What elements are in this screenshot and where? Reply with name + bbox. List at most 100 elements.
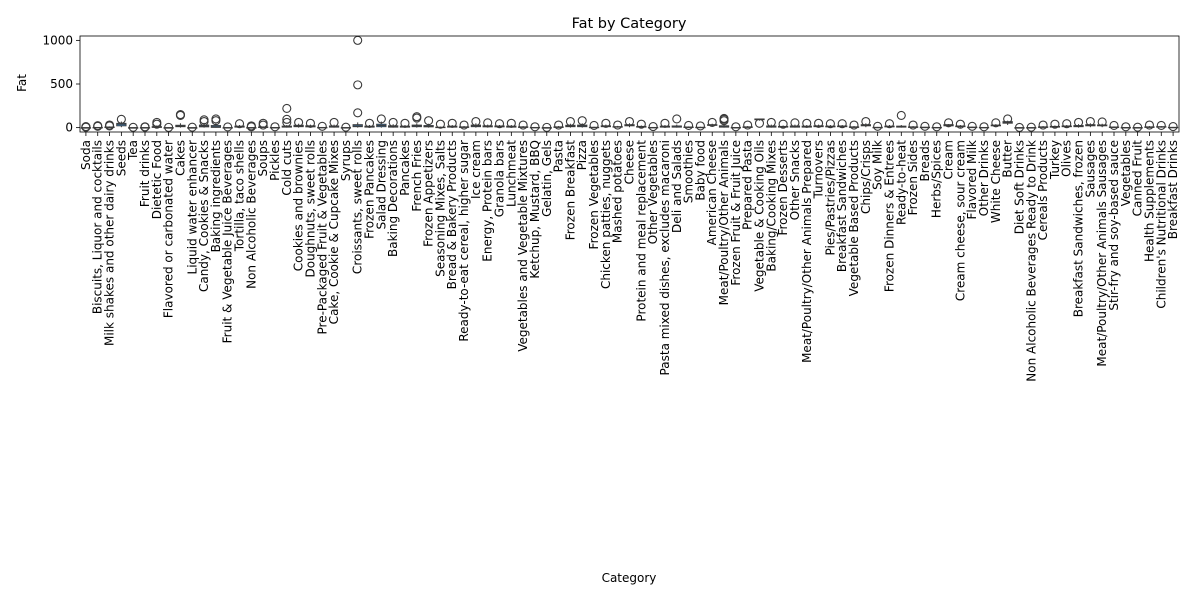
x-tick-label: Frozen Vegetables [587, 140, 601, 249]
box-21 [328, 117, 340, 128]
outlier-point [944, 118, 954, 128]
box-59 [777, 119, 789, 129]
x-tick-label: Chicken patties, nuggets [599, 140, 613, 289]
box-12 [222, 122, 233, 132]
x-tick-label: Ready-to-eat cereal, higher sugar [457, 140, 471, 342]
x-tick-label: Breads [918, 140, 932, 182]
outlier-point [554, 120, 564, 130]
box-49 [659, 118, 671, 128]
x-tick-label: Dietetic Food [150, 140, 164, 219]
box-8 [175, 109, 186, 128]
box-22 [340, 122, 352, 132]
box-4 [128, 122, 139, 132]
box-31 [447, 118, 458, 128]
x-tick-label: Frozen Desserts [776, 140, 790, 236]
outlier-point [1062, 119, 1072, 129]
outlier-point [483, 118, 493, 128]
outlier-point [1121, 122, 1131, 132]
x-tick-label: White Cheese [989, 140, 1003, 223]
outlier-point [707, 117, 717, 127]
box-66 [860, 116, 871, 128]
outlier-point [873, 121, 883, 131]
x-tick-label: Liquid water enhancer [185, 140, 199, 275]
outlier-point [1026, 122, 1036, 132]
x-tick-label: Breakfast Sandwiches, frozen [1072, 140, 1086, 317]
outlier-point [494, 119, 505, 129]
x-tick-label: Biscuits, Liquor and cocktails [91, 140, 105, 314]
x-tick-label: Frozen Fruit & Fruit Juice [729, 140, 743, 286]
box-29 [423, 116, 434, 128]
x-tick-label: Vegetable & Cooking Oils [752, 140, 766, 292]
outlier-point [282, 103, 292, 113]
outlier-point [1038, 120, 1048, 130]
box-57 [754, 118, 765, 128]
x-tick-label: Fruit & Vegetable Juice Beverages [221, 140, 235, 343]
outlier-point [754, 118, 765, 128]
box-50 [671, 114, 682, 128]
x-tick-label: Meat/Poultry/Other Animals Prepared [800, 140, 814, 363]
outlier-point [814, 118, 824, 128]
outlier-point [861, 116, 871, 127]
x-tick-label: Frozen Sides [906, 140, 920, 215]
outlier-point [1085, 116, 1095, 127]
box-7 [163, 122, 174, 132]
x-tick-label: Flavored Milk [965, 140, 979, 220]
box-61 [801, 118, 812, 128]
x-tick-label: Flavored or carbonated water [162, 140, 176, 318]
x-tick-label: Granola bars [493, 140, 507, 217]
box-84 [1073, 117, 1084, 128]
outlier-point [282, 114, 292, 124]
box-18 [293, 117, 304, 128]
x-tick-label: Chips/Crisps [859, 140, 873, 214]
x-tick-label: Mashed potatoes [611, 140, 625, 243]
box-71 [919, 121, 931, 131]
box-16 [269, 122, 281, 132]
x-tick-label: Other Snacks [788, 140, 802, 220]
box-15 [258, 118, 269, 130]
box-28 [411, 112, 422, 128]
x-tick-label: Milk shakes and other dairy drinks [103, 140, 117, 346]
outlier-point [695, 121, 705, 131]
x-tick-label: Cheese [623, 140, 637, 184]
x-tick-label: Cookies and brownies [292, 140, 306, 271]
x-tick-label: Soups [256, 140, 270, 176]
outlier-point [778, 119, 788, 129]
outlier-point [908, 120, 918, 130]
x-tick-label: Syrups [339, 140, 353, 181]
x-tick-label: Protein and meal replacement [634, 140, 648, 322]
outlier-point [270, 122, 280, 132]
box-63 [825, 119, 836, 129]
outlier-point [731, 122, 741, 132]
box-9 [187, 122, 198, 132]
box-85 [1085, 116, 1096, 128]
x-tick-label: Pasta mixed dishes, excludes macaroni [658, 140, 672, 375]
outlier-point [305, 118, 315, 128]
x-tick-label: American Cheese [705, 140, 719, 245]
outlier-point [577, 116, 587, 126]
outlier-point [435, 119, 445, 129]
x-tick-label: Diet Soft Drinks [1012, 140, 1026, 234]
y-axis-title: Fat [15, 74, 29, 92]
outlier-point [424, 116, 434, 126]
x-tick-label: Deli and Salads [670, 140, 684, 233]
x-tick-label: Vegetables and Vegetable Mixtures [516, 140, 530, 352]
x-tick-label: Cakes [173, 140, 187, 176]
outlier-point [187, 122, 197, 132]
box-39 [541, 122, 552, 132]
x-tick-label: Pickles [268, 140, 282, 181]
box-11 [210, 114, 222, 128]
box-13 [234, 119, 245, 129]
outlier-point [1144, 120, 1155, 130]
outlier-point [1050, 119, 1060, 129]
x-tick-label: Pre-Packaged Fruit & Vegetables [315, 140, 329, 334]
outlier-point [353, 108, 363, 118]
outlier-point [1168, 122, 1178, 132]
outlier-point [199, 115, 209, 125]
outlier-point [317, 121, 327, 131]
outlier-point [459, 120, 469, 130]
x-tick-label: Candy, Cookies & Snacks [197, 140, 211, 292]
x-tick-label: Cream cheese, sour cream [953, 140, 967, 301]
box-26 [388, 117, 399, 128]
outlier-point [364, 118, 375, 128]
